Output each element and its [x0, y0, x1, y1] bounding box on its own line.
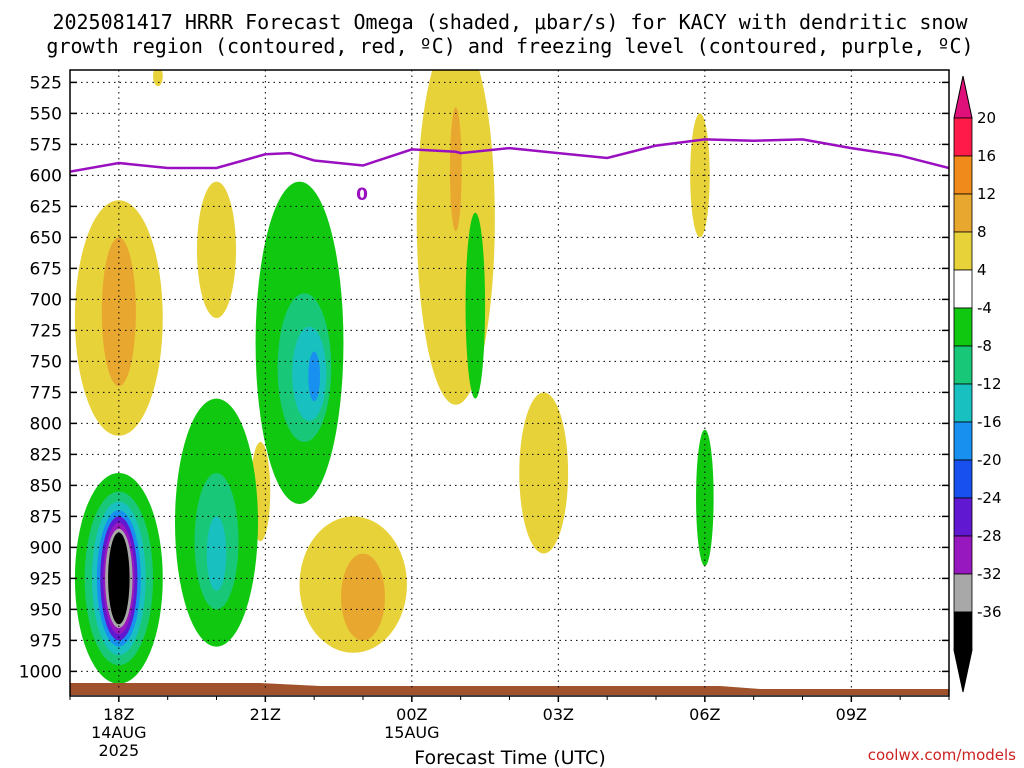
colorbar-swatch — [953, 535, 973, 575]
y-tick-label: 775 — [30, 383, 62, 403]
y-tick-label: 950 — [30, 600, 62, 620]
colorbar-swatch — [953, 421, 973, 461]
x-tick-year: 2025 — [98, 741, 139, 760]
y-tick-label: 525 — [30, 73, 62, 93]
colorbar-swatch — [953, 383, 973, 423]
colorbar-bottom-triangle — [953, 649, 973, 693]
chart-title-line2: growth region (contoured, red, ºC) and f… — [46, 34, 973, 58]
colorbar-swatch — [953, 155, 973, 195]
colorbar-label: -28 — [977, 527, 1002, 545]
omega-negative-cell — [696, 429, 714, 566]
y-tick-label: 900 — [30, 538, 62, 558]
omega-negative-cell — [308, 351, 321, 402]
omega-positive-cell — [196, 181, 237, 318]
freezing-level-label: 0 — [356, 185, 368, 205]
credit-text: coolwx.com/models — [868, 746, 1016, 764]
y-tick-label: 1000 — [19, 662, 62, 682]
y-tick-label: 825 — [30, 445, 62, 465]
colorbar-label: -24 — [977, 489, 1002, 507]
colorbar-swatch — [953, 611, 973, 651]
omega-positive-cell — [341, 553, 385, 641]
colorbar-label: 8 — [977, 223, 987, 241]
omega-negative-cell — [108, 532, 130, 625]
x-tick-label: 06Z — [689, 705, 720, 724]
y-tick-label: 850 — [30, 476, 62, 496]
colorbar-label: 4 — [977, 261, 987, 279]
x-tick-label: 18Z — [103, 705, 134, 724]
x-tick-date: 14AUG — [91, 723, 146, 742]
y-tick-label: 975 — [30, 631, 62, 651]
colorbar-swatch — [953, 345, 973, 385]
colorbar-swatch — [953, 573, 973, 613]
omega-positive-cell — [449, 107, 462, 232]
colorbar-label: -8 — [977, 337, 992, 355]
y-tick-label: 575 — [30, 135, 62, 155]
y-axis: 525 550 575 600 625 650 675 700 725 750 775 800 825 8… — [19, 73, 949, 682]
colorbar-swatch — [953, 231, 973, 271]
omega-positive-cell — [519, 392, 569, 554]
x-tick-label: 21Z — [250, 705, 281, 724]
colorbar-label: 16 — [977, 147, 996, 165]
freezing-level-line — [70, 138, 949, 173]
gridlines — [70, 70, 949, 690]
omega-shading — [74, 70, 714, 684]
x-tick-label: 09Z — [836, 705, 867, 724]
x-axis-label: Forecast Time (UTC) — [414, 747, 605, 768]
colorbar-swatch — [953, 307, 973, 347]
terrain-strip — [70, 683, 949, 695]
colorbar-label: -32 — [977, 565, 1002, 583]
colorbar-swatch — [953, 269, 973, 309]
omega-negative-cell — [465, 212, 486, 399]
omega-negative-cell — [206, 516, 227, 591]
y-tick-label: 700 — [30, 290, 62, 310]
y-tick-label: 550 — [30, 104, 62, 124]
x-tick-label: 00Z — [396, 705, 427, 724]
y-tick-label: 650 — [30, 228, 62, 248]
colorbar-label: -4 — [977, 299, 992, 317]
y-tick-label: 925 — [30, 569, 62, 589]
colorbar-swatch — [953, 193, 973, 233]
plot-area: 0 — [69, 69, 950, 697]
colorbar-label: -12 — [977, 375, 1002, 393]
chart-title-line1: 2025081417 HRRR Forecast Omega (shaded, … — [52, 10, 968, 34]
colorbar-label: -36 — [977, 603, 1002, 621]
x-tick-date: 15AUG — [384, 723, 439, 742]
y-tick-label: 800 — [30, 414, 62, 434]
colorbar-swatch — [953, 117, 973, 157]
y-tick-label: 675 — [30, 259, 62, 279]
colorbar-label: 12 — [977, 185, 996, 203]
omega-positive-cell — [153, 70, 163, 87]
colorbar-top-triangle — [953, 75, 973, 119]
x-tick-label: 03Z — [543, 705, 574, 724]
omega-positive-cell — [101, 237, 136, 387]
colorbar-label: 20 — [977, 109, 996, 127]
y-tick-label: 625 — [30, 197, 62, 217]
colorbar-swatch — [953, 459, 973, 499]
colorbar-swatch — [953, 497, 973, 537]
y-tick-label: 875 — [30, 507, 62, 527]
y-tick-label: 750 — [30, 352, 62, 372]
colorbar-label: -16 — [977, 413, 1002, 431]
y-tick-label: 725 — [30, 321, 62, 341]
omega-positive-cell — [690, 113, 710, 238]
colorbar-label: -20 — [977, 451, 1002, 469]
y-tick-label: 600 — [30, 166, 62, 186]
colorbar: 20 16 12 8 4 -4 -8 -12 -16 -20 -24 -28 -32 -36 — [953, 75, 1002, 693]
